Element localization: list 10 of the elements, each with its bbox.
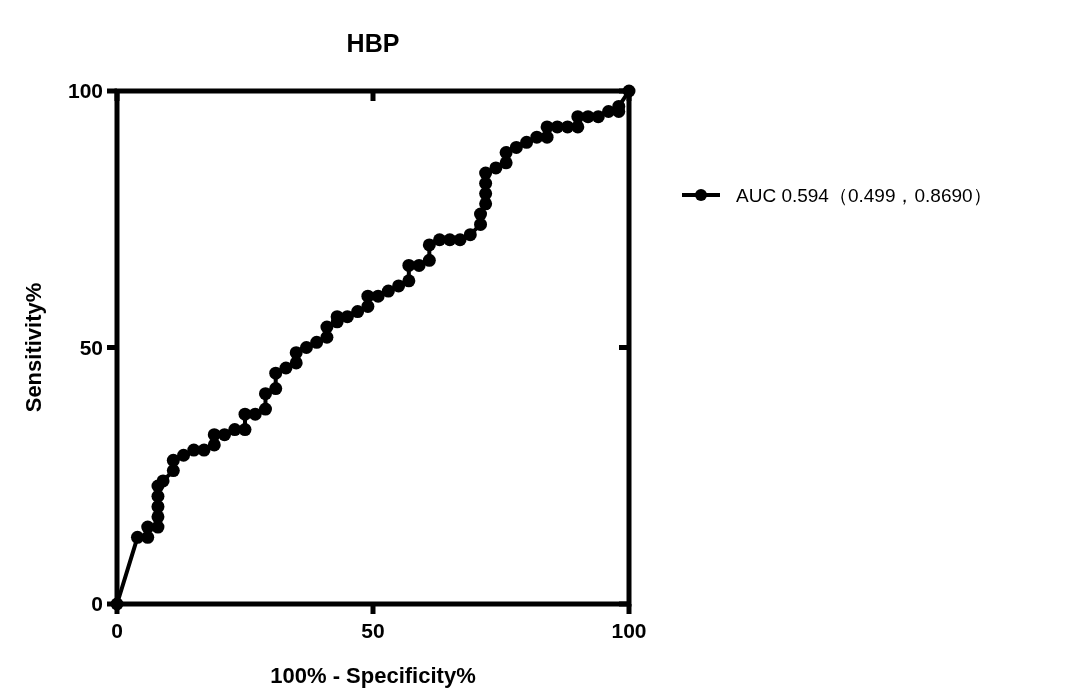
- y-tick-label: 0: [91, 592, 103, 615]
- legend-label: AUC 0.594（0.499，0.8690）: [736, 185, 992, 206]
- x-tick-label: 0: [111, 619, 123, 642]
- y-tick-label: 50: [79, 335, 103, 359]
- x-tick-label: 100: [611, 619, 647, 642]
- x-axis-title: 100% - Specificity%: [270, 663, 476, 688]
- chart-title: HBP: [346, 29, 400, 57]
- y-tick-label: 100: [67, 79, 103, 102]
- x-tick-label: 50: [361, 619, 385, 642]
- y-axis-title: Sensitivity%: [21, 282, 46, 413]
